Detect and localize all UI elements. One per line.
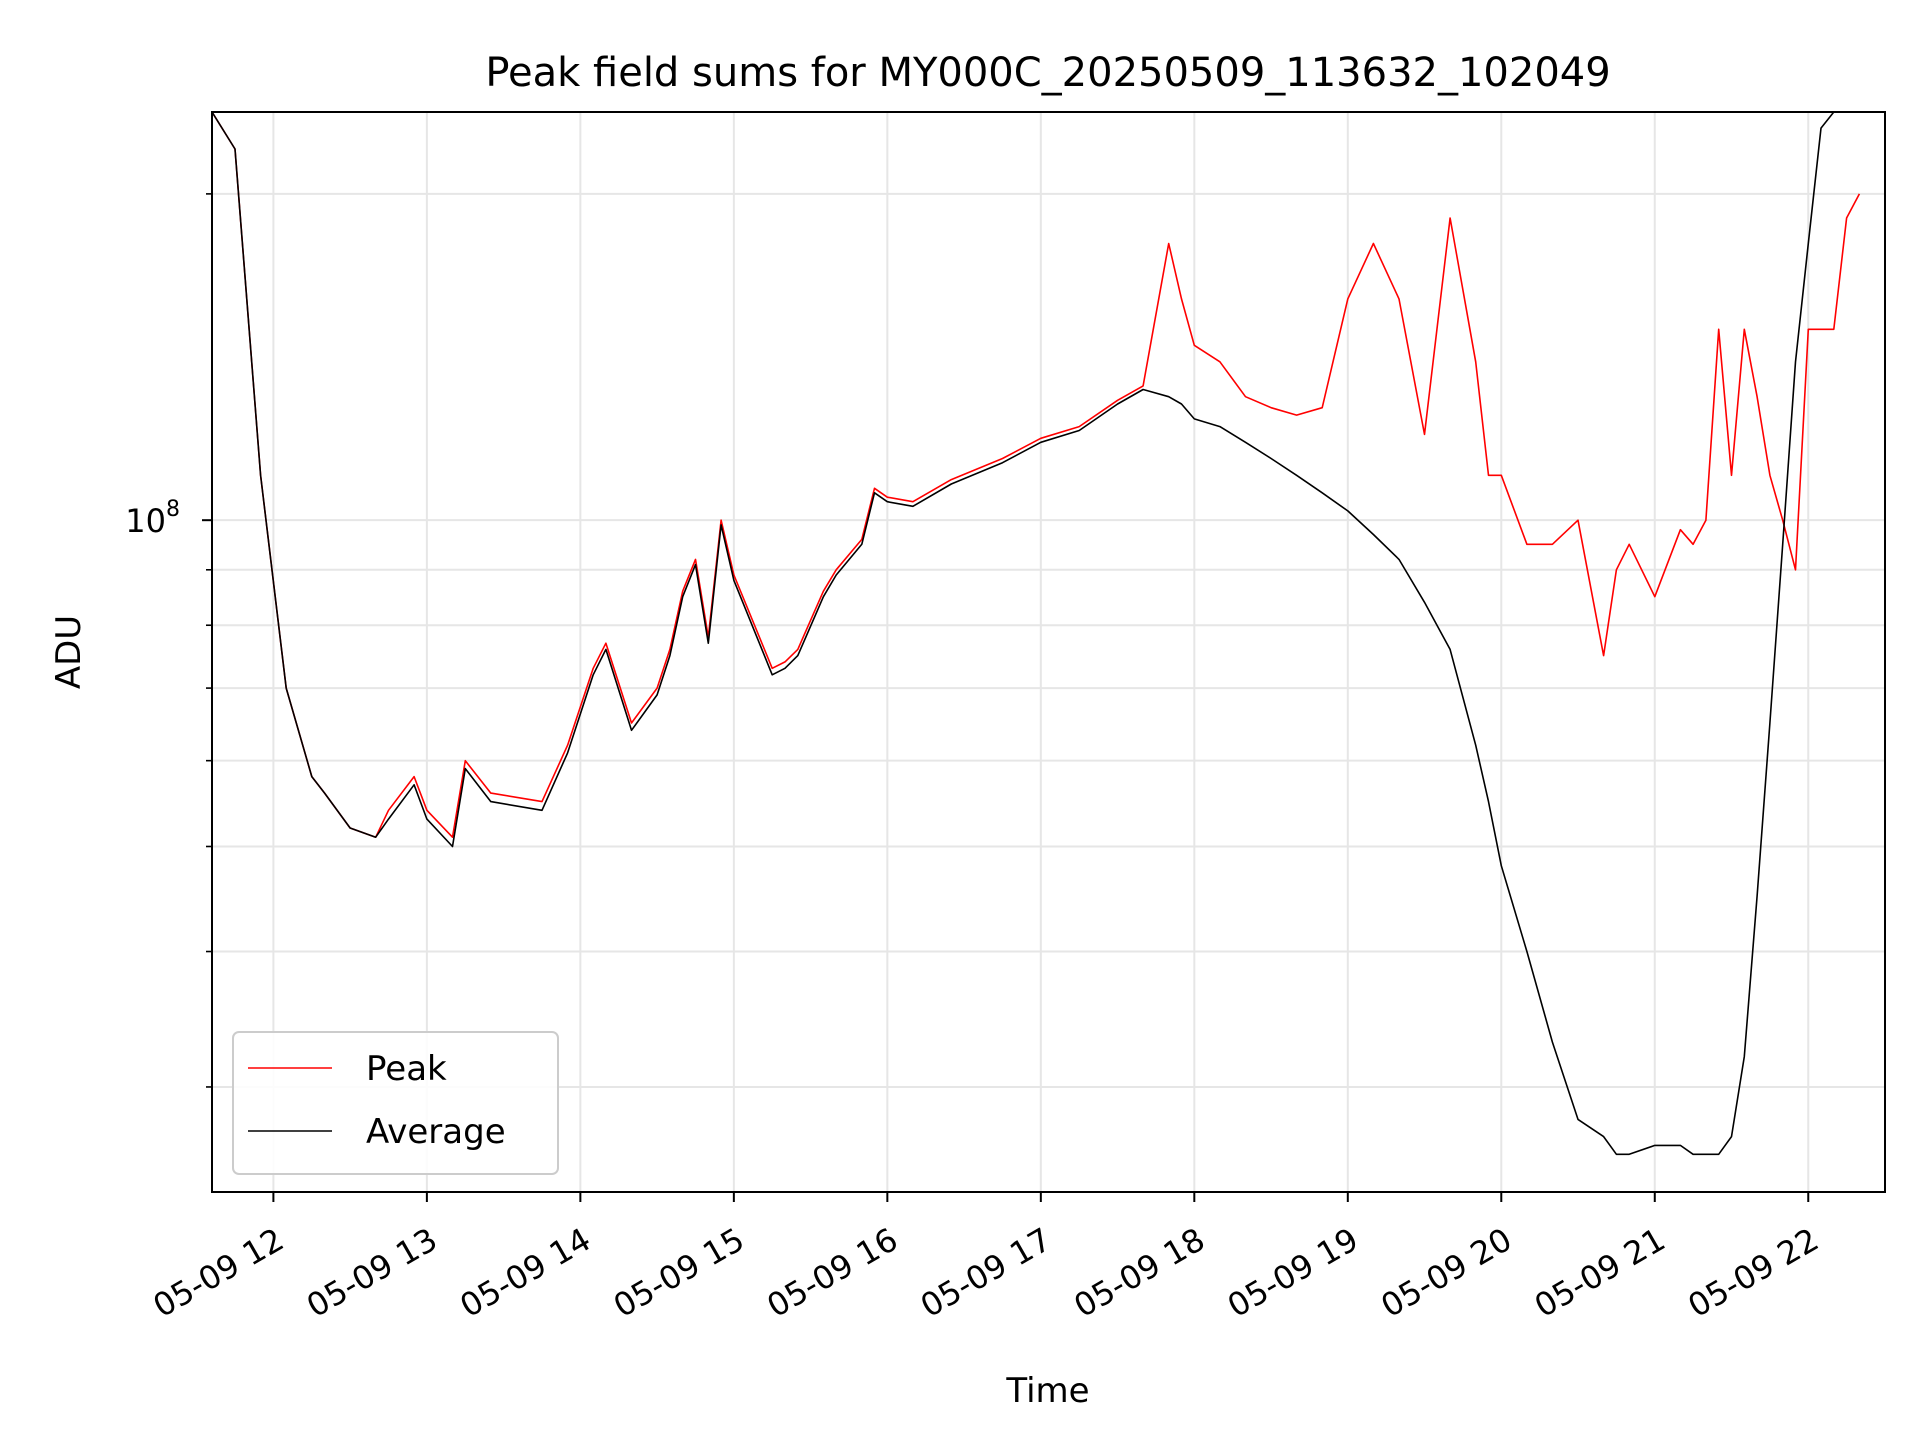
legend-peak-label: Peak: [366, 1049, 447, 1089]
plot-lines: [212, 112, 1861, 1156]
series-average-line: [212, 112, 1860, 1156]
chart-title: Peak field sums for MY000C_20250509_1136…: [485, 50, 1610, 96]
y-axis-label: ADU: [49, 615, 89, 689]
series-peak-line: [212, 112, 1861, 839]
legend: Peak Average: [232, 1031, 559, 1175]
legend-average-label: Average: [366, 1112, 506, 1152]
y-axis: 108: [125, 193, 212, 1088]
y-tick-label: 108: [125, 497, 180, 540]
x-axis-label: Time: [1005, 1371, 1089, 1411]
plot-frame: [211, 111, 1886, 1193]
